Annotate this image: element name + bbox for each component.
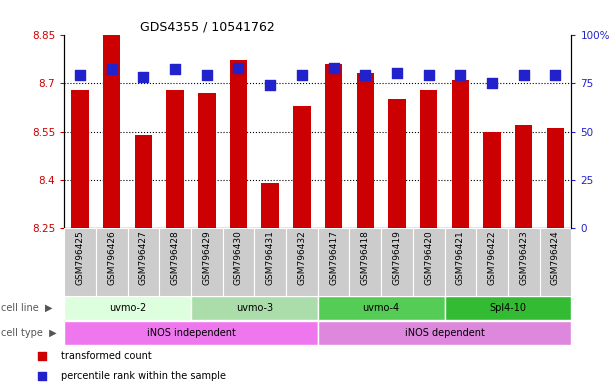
Point: [37, 353, 46, 359]
Bar: [483, 131, 501, 228]
Text: iNOS dependent: iNOS dependent: [404, 328, 485, 338]
Text: GSM796430: GSM796430: [234, 230, 243, 285]
Text: GSM796419: GSM796419: [392, 230, 401, 285]
Point: [329, 65, 338, 71]
Point: [455, 72, 465, 78]
Bar: [166, 89, 184, 228]
Text: iNOS independent: iNOS independent: [147, 328, 235, 338]
Bar: [96, 228, 128, 296]
Text: GSM796427: GSM796427: [139, 230, 148, 285]
Text: GSM796425: GSM796425: [76, 230, 84, 285]
Text: GSM796421: GSM796421: [456, 230, 465, 285]
Bar: [230, 60, 247, 228]
Point: [233, 65, 243, 71]
Point: [170, 66, 180, 73]
Bar: [286, 228, 318, 296]
Point: [139, 74, 148, 80]
Text: Spl4-10: Spl4-10: [489, 303, 527, 313]
Bar: [388, 99, 406, 228]
Text: GSM796432: GSM796432: [298, 230, 306, 285]
Bar: [71, 89, 89, 228]
Bar: [318, 321, 571, 345]
Point: [202, 72, 211, 78]
Text: uvmo-2: uvmo-2: [109, 303, 146, 313]
Point: [75, 72, 85, 78]
Point: [392, 70, 402, 76]
Bar: [381, 228, 413, 296]
Bar: [349, 228, 381, 296]
Point: [487, 80, 497, 86]
Point: [519, 72, 529, 78]
Bar: [293, 106, 310, 228]
Point: [37, 372, 46, 379]
Bar: [198, 93, 216, 228]
Bar: [445, 228, 476, 296]
Bar: [191, 296, 318, 320]
Text: transformed count: transformed count: [61, 351, 152, 361]
Bar: [222, 228, 254, 296]
Text: GSM796423: GSM796423: [519, 230, 529, 285]
Bar: [357, 73, 374, 228]
Bar: [476, 228, 508, 296]
Bar: [318, 228, 349, 296]
Text: GSM796424: GSM796424: [551, 230, 560, 285]
Point: [551, 72, 560, 78]
Point: [360, 72, 370, 78]
Text: GSM796428: GSM796428: [170, 230, 180, 285]
Text: GSM796420: GSM796420: [424, 230, 433, 285]
Point: [265, 82, 275, 88]
Bar: [64, 296, 191, 320]
Bar: [191, 228, 222, 296]
Text: GSM796426: GSM796426: [107, 230, 116, 285]
Point: [297, 72, 307, 78]
Bar: [413, 228, 445, 296]
Text: GSM796417: GSM796417: [329, 230, 338, 285]
Bar: [420, 89, 437, 228]
Bar: [134, 135, 152, 228]
Bar: [445, 296, 571, 320]
Point: [107, 66, 117, 73]
Text: uvmo-3: uvmo-3: [236, 303, 273, 313]
Point: [424, 72, 434, 78]
Bar: [64, 321, 318, 345]
Text: GSM796418: GSM796418: [360, 230, 370, 285]
Text: cell type  ▶: cell type ▶: [1, 328, 56, 338]
Bar: [547, 128, 564, 228]
Bar: [325, 64, 342, 228]
Text: cell line  ▶: cell line ▶: [1, 303, 52, 313]
Bar: [103, 35, 120, 228]
Bar: [508, 228, 540, 296]
Bar: [515, 125, 532, 228]
Bar: [128, 228, 159, 296]
Bar: [159, 228, 191, 296]
Text: GSM796429: GSM796429: [202, 230, 211, 285]
Text: GSM796422: GSM796422: [488, 230, 497, 285]
Bar: [254, 228, 286, 296]
Bar: [452, 80, 469, 228]
Bar: [262, 183, 279, 228]
Bar: [540, 228, 571, 296]
Text: percentile rank within the sample: percentile rank within the sample: [61, 371, 226, 381]
Text: uvmo-4: uvmo-4: [362, 303, 400, 313]
Text: GSM796431: GSM796431: [266, 230, 275, 285]
Bar: [64, 228, 96, 296]
Text: GDS4355 / 10541762: GDS4355 / 10541762: [141, 20, 275, 33]
Bar: [318, 296, 445, 320]
